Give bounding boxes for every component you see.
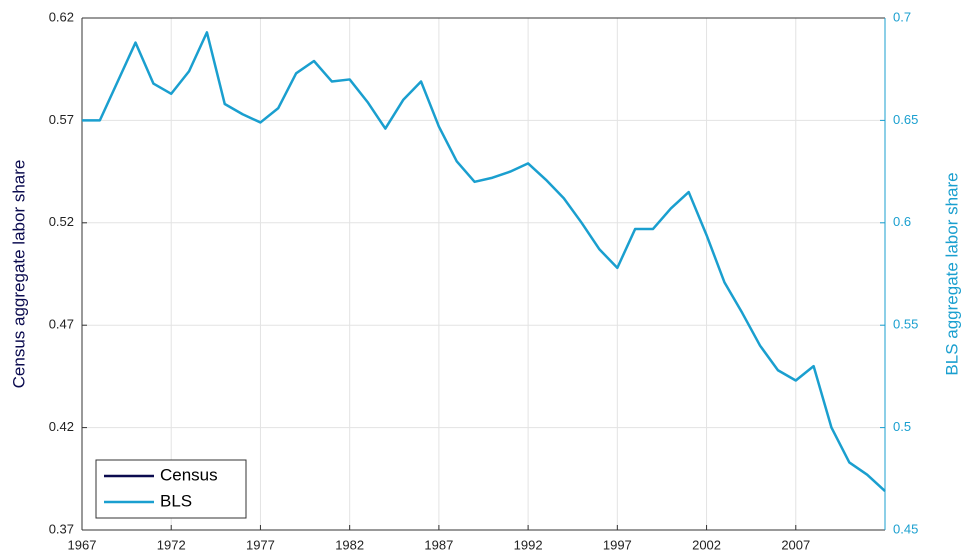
legend-label: BLS: [160, 491, 192, 510]
x-tick-label: 1982: [335, 537, 364, 552]
y-tick-label: 0.57: [49, 112, 74, 127]
x-tick-label: 1967: [68, 537, 97, 552]
y2-tick-label: 0.45: [893, 521, 918, 536]
x-tick-label: 1977: [246, 537, 275, 552]
y2-tick-label: 0.5: [893, 419, 911, 434]
legend-label: Census: [160, 465, 218, 484]
x-tick-label: 2007: [781, 537, 810, 552]
y2-axis-label: BLS aggregate labor share: [942, 172, 961, 375]
legend-box: [95, 459, 247, 519]
x-tick-label: 1987: [424, 537, 453, 552]
x-tick-label: 1972: [157, 537, 186, 552]
x-tick-label: 1997: [603, 537, 632, 552]
y-tick-label: 0.47: [49, 317, 74, 332]
x-tick-label: 1992: [514, 537, 543, 552]
y2-tick-label: 0.65: [893, 112, 918, 127]
y2-tick-label: 0.7: [893, 9, 911, 24]
y-tick-label: 0.42: [49, 419, 74, 434]
x-tick-label: 2002: [692, 537, 721, 552]
y-axis-label: Census aggregate labor share: [9, 160, 28, 389]
data-line: [82, 31, 886, 493]
y2-tick-label: 0.6: [893, 214, 911, 229]
y-tick-label: 0.37: [49, 521, 74, 536]
y-tick-label: 0.52: [49, 214, 74, 229]
y2-tick-label: 0.55: [893, 317, 918, 332]
y-tick-label: 0.62: [49, 9, 74, 24]
